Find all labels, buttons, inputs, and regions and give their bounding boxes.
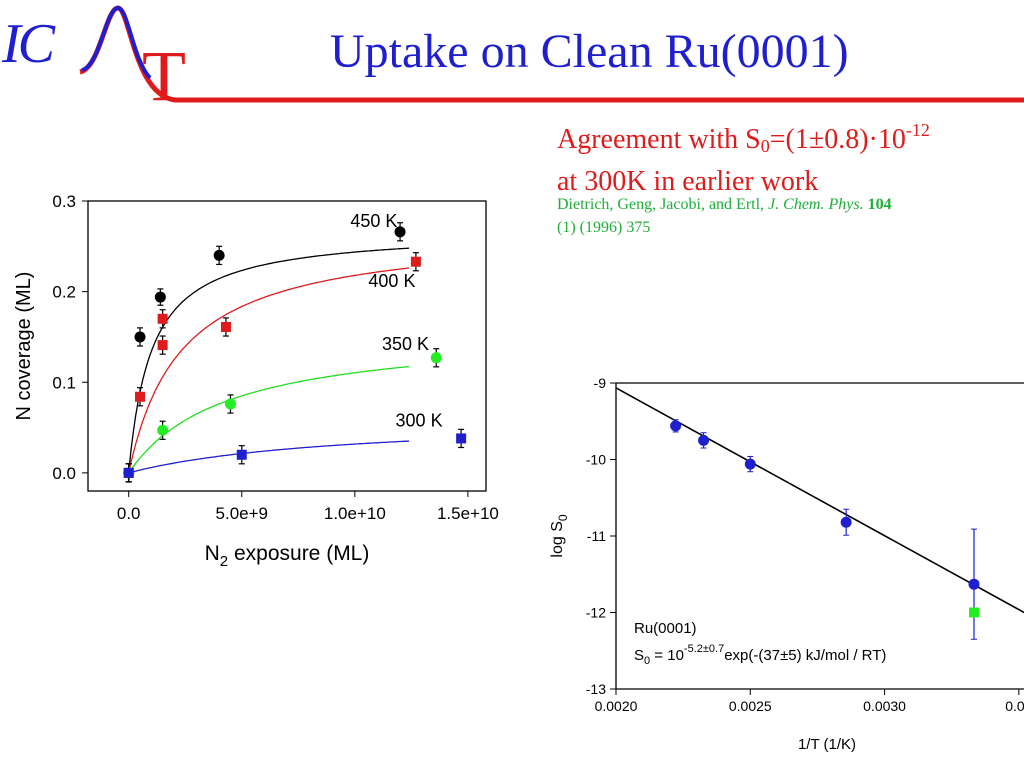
data-point [698,434,710,446]
data-point [744,458,756,470]
note-line1-mid: =(1±0.8)·10 [769,124,906,155]
y-tick-label: -9 [594,375,607,391]
note-line1-pre: Agreement with S [557,124,761,155]
data-point [213,249,225,261]
x-tick-label: 0.00 [1005,698,1024,714]
x-tick-label: 0.0 [117,504,141,523]
series-label: 450 K [350,211,397,231]
cite-journal: J. Chem. Phys. [768,196,864,213]
data-point [157,340,168,351]
data-point [840,516,852,528]
data-point [135,391,146,402]
citation: Dietrich, Geng, Jacobi, and Ertl, J. Che… [557,193,1017,239]
data-point [670,420,682,432]
annotation-s: S [634,647,644,664]
fit-curve [128,247,410,473]
logo-graphic [78,5,1024,103]
x-axis-label: N2 exposure (ML) [205,542,370,570]
data-point [969,607,979,618]
y-tick-label: -13 [586,681,606,697]
annotation-sup: -5.2±0.7 [684,643,724,655]
x-tick-label: 0.0030 [863,698,906,714]
data-point [123,467,134,478]
logo-ic-text: IC [2,13,55,75]
note-line1-sub: 0 [760,136,770,156]
data-point [968,578,980,590]
y-tick-label: 0.0 [52,464,76,483]
series-label: 300 K [396,410,443,430]
x-axis-label: 1/T (1/K) [798,736,856,753]
series-300-K [123,428,467,483]
y-tick-label: 0.1 [52,373,76,392]
fit-line [616,386,1024,614]
agreement-note: Agreement with S0=(1±0.8)·10-12 at 300K … [557,112,930,200]
annotation-exp: exp(-(37±5) kJ/mol / RT) [724,647,886,664]
page-title: Uptake on Clean Ru(0001) [330,25,849,78]
data-point [236,449,247,460]
annotation-s-sub: 0 [644,655,650,667]
data-point [134,331,146,343]
annotation-eq: = 10 [650,647,684,664]
data-point [456,433,467,444]
y-axis-label: log S0 [549,514,570,557]
x-tick-label: 1.0e+10 [324,504,386,523]
data-point [430,352,442,364]
series-label: 400 K [368,271,415,291]
x-tick-label: 0.0020 [595,698,638,714]
data-point [220,321,231,332]
x-tick-label: 1.5e+10 [437,504,499,523]
data-point [157,313,168,324]
annotation-line1: Ru(0001) [634,620,697,637]
sticking-chart: 0.0020 0.0025 0.0030 0.00 -9 -10 -11 -12 -13 log … [549,375,1024,753]
cite-authors: Dietrich, Geng, Jacobi, and Ertl, [557,196,769,213]
x-tick-label: 0.0025 [729,698,772,714]
y-tick-label: -10 [586,452,606,468]
logo-peak-curve-blue [81,5,152,80]
fit-curve [128,267,410,474]
cite-rest: (1) (1996) 375 [557,219,651,236]
data-point [394,226,406,238]
cite-volume: 104 [867,196,892,213]
y-axis-label-sub: 0 [556,514,570,521]
x-axis-label-post: exposure (ML) [228,542,369,565]
coverage-chart: 0.0 5.0e+9 1.0e+10 1.5e+10 0.0 0.1 0.2 0.3 N cov… [13,192,499,570]
y-tick-label: -11 [587,528,606,544]
data-point [224,398,236,410]
y-tick-label: -12 [586,605,606,621]
data-point [410,256,421,267]
y-axis-label-pre: log S [549,521,566,557]
x-axis-label-pre: N [205,542,220,565]
x-tick-label: 5.0e+9 [216,504,268,523]
y-axis-label: N coverage (ML) [13,272,35,421]
data-point [154,291,166,303]
series-450-K [123,222,410,483]
y-tick-label: 0.2 [52,283,76,302]
data-point [157,424,169,436]
annotation-line2: S0 = 10-5.2±0.7exp(-(37±5) kJ/mol / RT) [634,643,886,667]
fit-curve [128,365,410,474]
note-line2: at 300K in earlier work [557,166,819,197]
logo-t-text: T [142,36,186,116]
plot-frame [87,200,487,492]
series-earlier-work [969,607,979,618]
series-label: 350 K [382,334,429,354]
series-data [670,419,980,640]
x-axis-label-sub: 2 [220,553,228,570]
fit-line-group [616,386,1024,614]
note-line1-sup: -12 [905,120,930,140]
y-tick-label: 0.3 [52,192,76,211]
fit-curve [128,440,410,474]
series-350-K [123,348,442,483]
